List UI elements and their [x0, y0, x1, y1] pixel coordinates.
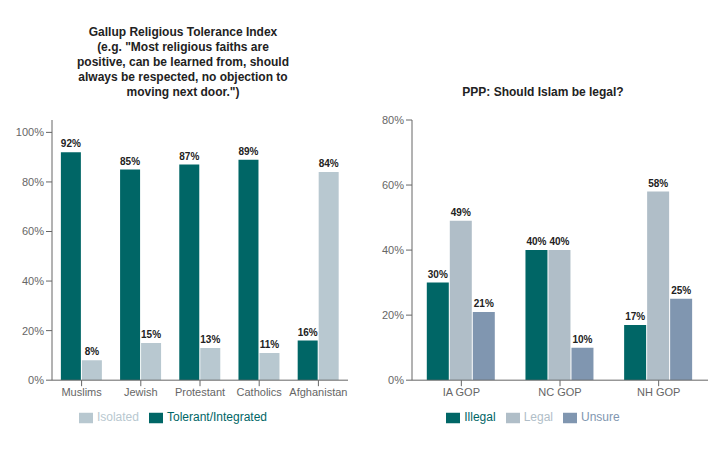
svg-text:0%: 0%: [388, 374, 404, 386]
svg-text:92%: 92%: [61, 138, 81, 149]
svg-text:Protestant: Protestant: [175, 386, 225, 398]
svg-text:NH GOP: NH GOP: [637, 386, 680, 398]
svg-text:80%: 80%: [22, 176, 44, 188]
svg-text:60%: 60%: [22, 225, 44, 237]
svg-text:17%: 17%: [625, 311, 645, 322]
html-text:Isolated: Isolated: [96, 410, 139, 425]
svg-text:80%: 80%: [382, 114, 404, 126]
html-text:Illegal: Illegal: [464, 410, 496, 425]
html-text:PPP: Should Islam be legal?: PPP: Should Islam be legal?: [462, 85, 624, 99]
svg-text:40%: 40%: [549, 236, 569, 247]
svg-text:16%: 16%: [298, 327, 318, 338]
svg-text:58%: 58%: [648, 178, 668, 189]
svg-text:87%: 87%: [179, 151, 199, 162]
svg-text:Jewish: Jewish: [124, 386, 158, 398]
svg-text:25%: 25%: [671, 285, 691, 296]
svg-text:21%: 21%: [474, 298, 494, 309]
html-text:Legal: Legal: [523, 410, 553, 425]
svg-text:13%: 13%: [200, 334, 220, 345]
svg-text:60%: 60%: [382, 179, 404, 191]
svg-text:40%: 40%: [382, 244, 404, 256]
svg-text:40%: 40%: [22, 275, 44, 287]
svg-text:49%: 49%: [451, 207, 471, 218]
svg-text:20%: 20%: [22, 325, 44, 337]
svg-text:40%: 40%: [526, 236, 546, 247]
svg-text:11%: 11%: [260, 339, 280, 350]
svg-text:100%: 100%: [16, 126, 44, 138]
svg-text:30%: 30%: [428, 269, 448, 280]
svg-text:15%: 15%: [141, 329, 161, 340]
svg-text:8%: 8%: [85, 346, 100, 357]
svg-text:Muslims: Muslims: [61, 386, 102, 398]
svg-text:IA GOP: IA GOP: [443, 386, 480, 398]
svg-text:10%: 10%: [572, 334, 592, 345]
html-text:Tolerant/Integrated: Tolerant/Integrated: [167, 410, 267, 425]
svg-text:Afghanistan: Afghanistan: [289, 386, 347, 398]
svg-text:85%: 85%: [120, 156, 140, 167]
svg-text:NC GOP: NC GOP: [538, 386, 581, 398]
html-text:Gallup Religious Tolerance Ind: Gallup Religious Tolerance Index (e.g. "…: [77, 25, 289, 99]
svg-text:Catholics: Catholics: [237, 386, 283, 398]
svg-text:0%: 0%: [28, 374, 44, 386]
svg-text:84%: 84%: [319, 158, 339, 169]
svg-text:20%: 20%: [382, 309, 404, 321]
svg-text:89%: 89%: [238, 146, 258, 157]
html-text:Unsure: Unsure: [581, 410, 620, 425]
